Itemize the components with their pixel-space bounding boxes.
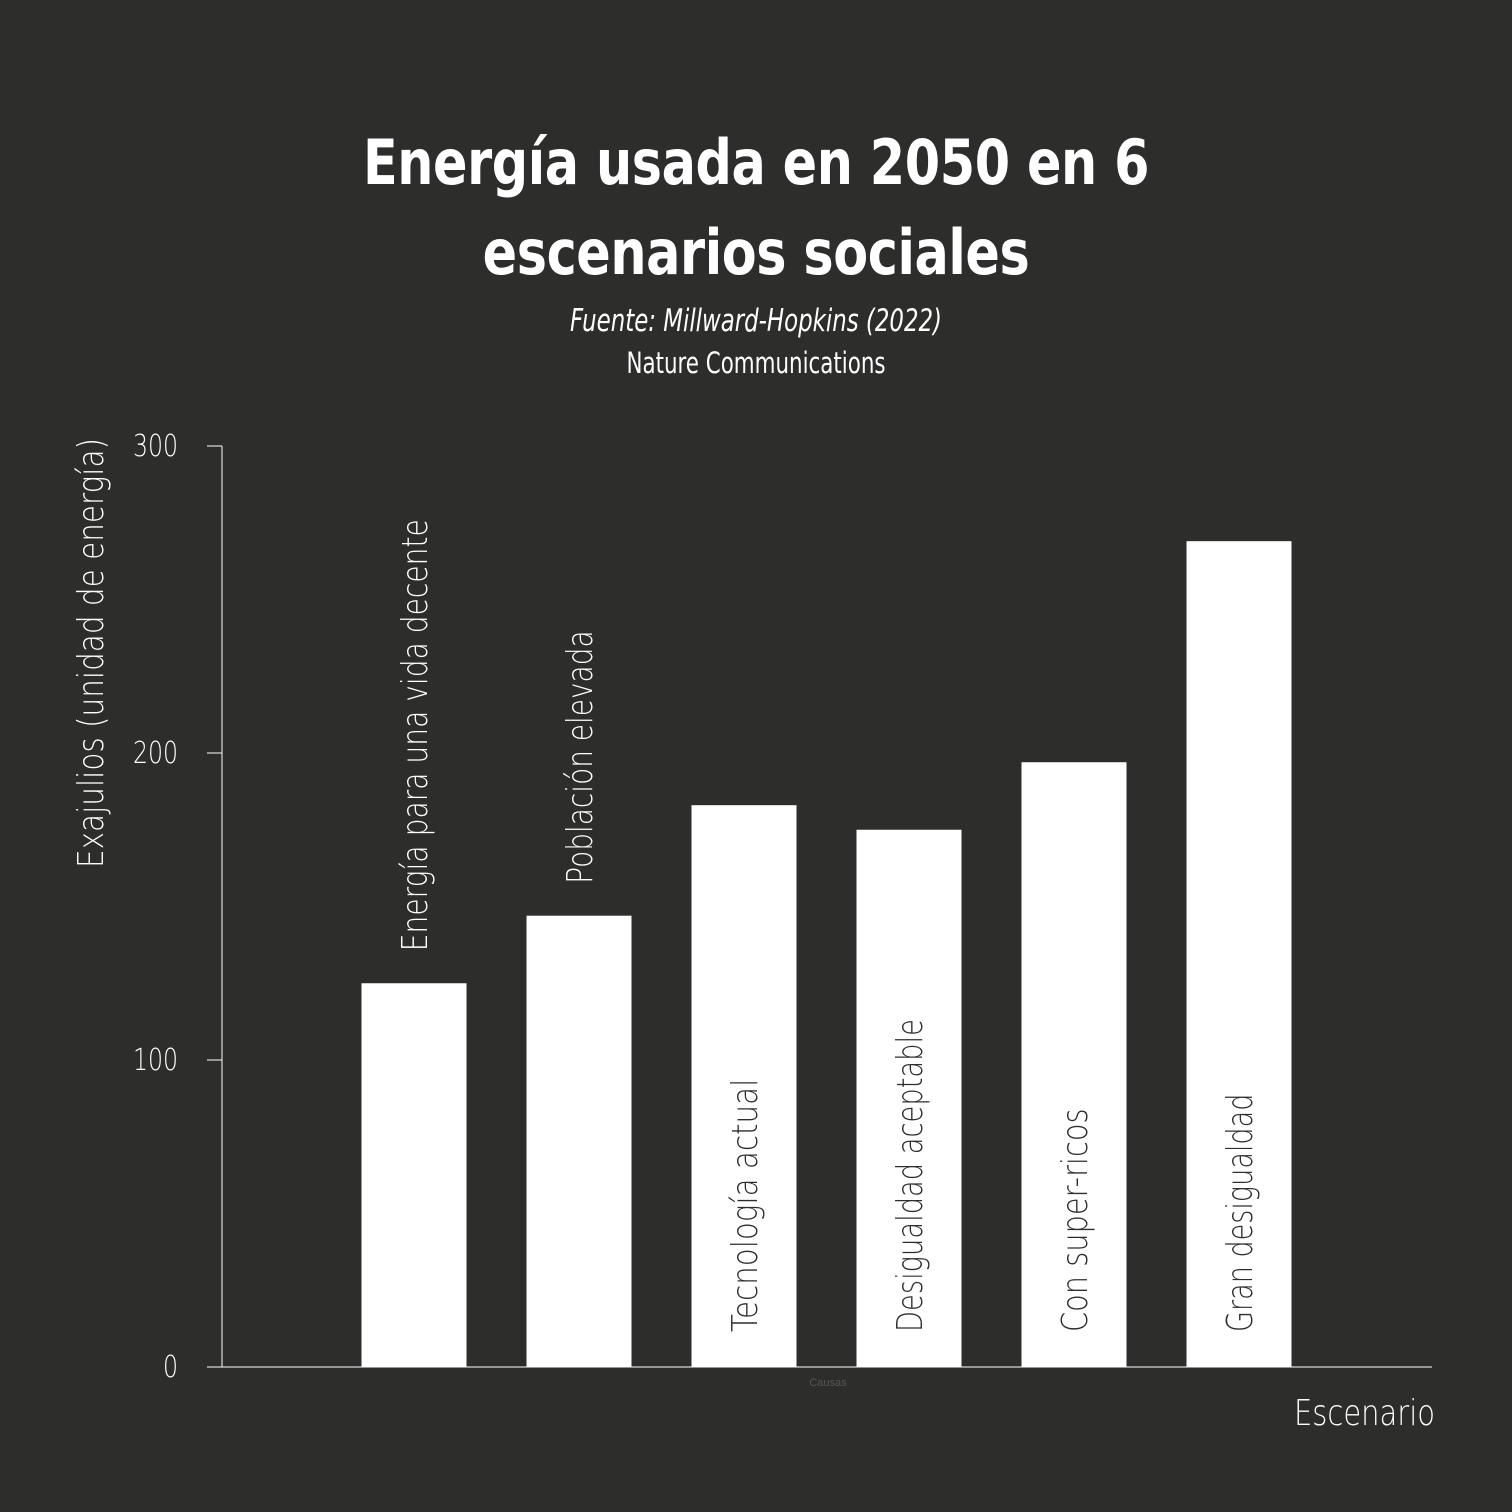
chart-bar-labels: Energía para una vida decente Población e… bbox=[395, 519, 1261, 1332]
bar bbox=[1021, 762, 1127, 1367]
bar-label: Tecnología actual bbox=[725, 1079, 766, 1332]
bar-label: Energía para una vida decente bbox=[395, 519, 436, 951]
bar-label: Con super-ricos bbox=[1055, 1109, 1096, 1333]
x-axis-title: Escenario bbox=[1294, 1393, 1435, 1434]
bar-label: Gran desigualdad bbox=[1220, 1094, 1261, 1332]
y-tick-label: 300 bbox=[133, 429, 178, 464]
y-axis-title: Exajulios (unidad de energía) bbox=[71, 438, 112, 868]
bar-label: Desigualdad aceptable bbox=[890, 1019, 931, 1332]
chart-journal: Nature Communications bbox=[626, 346, 886, 380]
chart-bars bbox=[361, 541, 1292, 1367]
bar bbox=[691, 805, 797, 1367]
chart-footnote: Causas bbox=[809, 1377, 847, 1389]
bar-label: Población elevada bbox=[560, 630, 601, 883]
bar bbox=[361, 983, 467, 1367]
y-tick-label: 0 bbox=[163, 1350, 178, 1385]
bar bbox=[856, 829, 962, 1367]
y-tick-label: 200 bbox=[133, 736, 178, 771]
bar bbox=[1186, 541, 1292, 1367]
chart-title-line2: escenarios sociales bbox=[482, 216, 1030, 289]
chart-title-line1: Energía usada en 2050 en 6 bbox=[362, 126, 1150, 199]
bar bbox=[526, 915, 632, 1367]
y-tick-label: 100 bbox=[133, 1043, 178, 1078]
chart-title: Energía usada en 2050 en 6 escenarios so… bbox=[305, 118, 1207, 298]
chart-source: Fuente: Millward-Hopkins (2022) bbox=[570, 303, 942, 339]
